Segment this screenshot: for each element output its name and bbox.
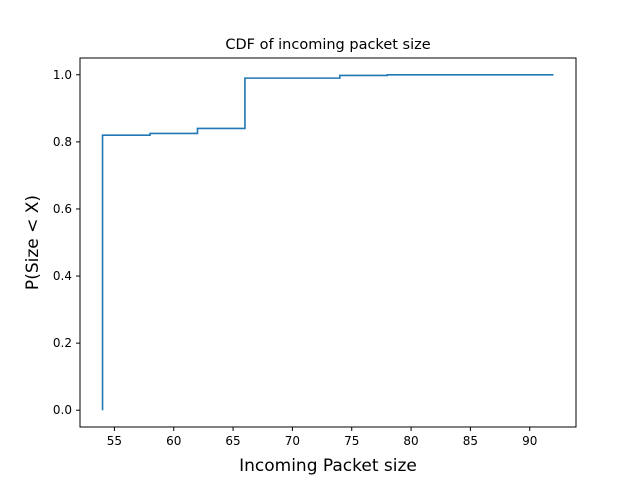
x-tick-label: 70 (285, 434, 300, 448)
series-layer (101, 73, 554, 411)
y-axis-label: P(Size < X) (23, 195, 43, 290)
x-tick-label: 55 (107, 434, 122, 448)
y-tick-label: 0.2 (53, 336, 72, 350)
y-tick-label: 0.0 (53, 403, 72, 417)
chart-title: CDF of incoming packet size (225, 37, 430, 53)
y-tick-label: 0.4 (53, 269, 72, 283)
x-tick-label: 75 (344, 434, 359, 448)
x-axis-ticks: 55 60 65 70 75 80 85 90 (107, 427, 537, 448)
x-tick-label: 80 (403, 434, 418, 448)
y-tick-label: 1.0 (53, 68, 72, 82)
series-line-0 (101, 73, 554, 411)
x-tick-label: 85 (463, 434, 478, 448)
y-axis-ticks: 0.0 0.2 0.4 0.6 0.8 1.0 (53, 68, 80, 417)
y-tick-label: 0.6 (53, 202, 72, 216)
x-tick-label: 65 (225, 434, 240, 448)
y-tick-label: 0.8 (53, 135, 72, 149)
x-tick-label: 60 (166, 434, 181, 448)
x-axis-label: Incoming Packet size (239, 456, 417, 476)
plot-frame (79, 57, 577, 428)
x-tick-label: 90 (522, 434, 537, 448)
